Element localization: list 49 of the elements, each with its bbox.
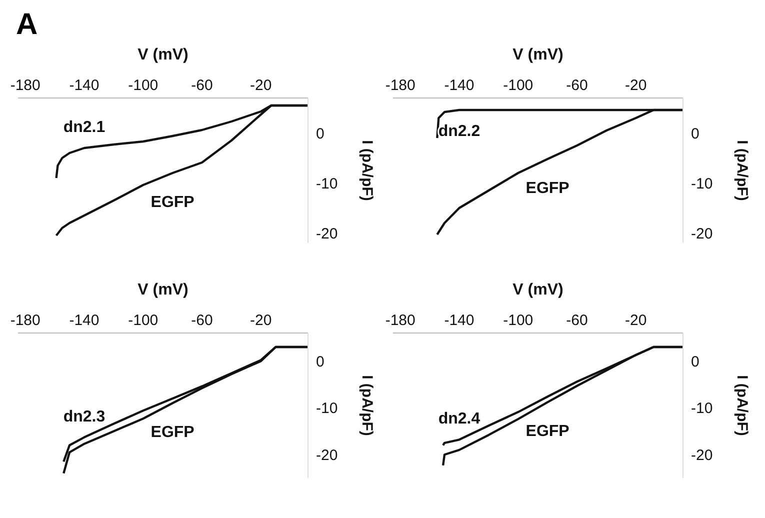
x-tick-label: -140 (444, 77, 474, 94)
y-tick-label: -20 (316, 446, 338, 464)
series-label: dn2.3 (63, 408, 106, 426)
series-label: EGFP (150, 424, 195, 442)
y-tick-label: -10 (691, 400, 713, 418)
y-tick-label: -20 (691, 446, 713, 464)
y-tick-label: 0 (316, 353, 324, 370)
x-tick-label: -60 (566, 77, 588, 94)
y-tick-label: 0 (316, 125, 324, 142)
x-tick-label: -140 (69, 77, 100, 94)
x-tick-label: -60 (566, 312, 588, 329)
series-label: EGFP (526, 423, 570, 440)
x-tick-label: -20 (625, 77, 647, 94)
y-axis-title: I (pA/pF) (734, 140, 751, 201)
x-axis-title: V (mV) (138, 281, 188, 298)
x-tick-label: -180 (385, 77, 416, 94)
x-tick-label: -180 (10, 312, 40, 329)
x-tick-label: -20 (625, 312, 647, 329)
x-axis-title: V (mV) (138, 46, 188, 64)
y-tick-label: -20 (691, 225, 713, 242)
y-axis-title: I (pA/pF) (358, 140, 376, 201)
y-axis-title: I (pA/pF) (358, 375, 376, 436)
x-tick-label: -100 (128, 77, 158, 94)
x-tick-label: -60 (191, 77, 213, 94)
x-tick-label: -180 (385, 312, 416, 329)
series-label: EGFP (526, 180, 570, 197)
series-label: EGFP (150, 194, 195, 211)
y-axis-title: I (pA/pF) (734, 375, 751, 436)
x-tick-label: -180 (10, 77, 40, 94)
x-axis-title: V (mV) (512, 46, 564, 64)
x-tick-label: -20 (250, 312, 272, 329)
text: A (16, 8, 38, 41)
x-axis-title: V (mV) (512, 281, 564, 298)
y-tick-label: -10 (316, 400, 338, 418)
y-tick-label: -10 (316, 175, 338, 192)
y-tick-label: 0 (691, 353, 700, 370)
y-tick-label: -10 (691, 175, 713, 192)
y-tick-label: -20 (316, 225, 338, 242)
x-tick-label: -100 (503, 312, 534, 329)
series-label: dn2.4 (438, 410, 480, 428)
x-tick-label: -100 (128, 312, 158, 329)
y-tick-label: 0 (691, 125, 700, 142)
x-tick-label: -60 (191, 312, 213, 329)
x-tick-label: -140 (69, 312, 100, 329)
series-label: dn2.1 (63, 119, 106, 136)
x-tick-label: -100 (503, 77, 534, 94)
x-tick-label: -140 (444, 312, 474, 329)
series-label: dn2.2 (438, 123, 480, 140)
x-tick-label: -20 (250, 77, 272, 94)
